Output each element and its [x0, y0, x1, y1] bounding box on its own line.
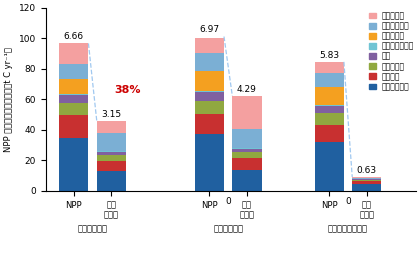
- Bar: [232, 152, 262, 158]
- Bar: [315, 73, 344, 87]
- Bar: [195, 38, 224, 53]
- Bar: [232, 129, 262, 148]
- Bar: [232, 149, 262, 152]
- Bar: [352, 177, 381, 178]
- Text: 6.66: 6.66: [64, 32, 84, 41]
- Bar: [195, 114, 224, 134]
- Text: 5.83: 5.83: [319, 51, 339, 59]
- Bar: [59, 64, 89, 79]
- Bar: [97, 151, 126, 152]
- Text: 0.63: 0.63: [357, 166, 377, 175]
- Text: 4.29: 4.29: [237, 85, 257, 94]
- Text: 0: 0: [345, 197, 351, 206]
- Bar: [195, 71, 224, 91]
- Text: 6.97: 6.97: [200, 25, 220, 34]
- Bar: [315, 124, 344, 142]
- Bar: [97, 171, 126, 191]
- Y-axis label: NPP または炭素投入量（万t C yr⁻¹）: NPP または炭素投入量（万t C yr⁻¹）: [4, 47, 13, 152]
- Text: 現状シナリオ: 現状シナリオ: [78, 225, 108, 233]
- Bar: [352, 184, 381, 191]
- Bar: [232, 96, 262, 129]
- Text: 最小投入シナリオ: 最小投入シナリオ: [328, 225, 368, 233]
- Bar: [315, 106, 344, 113]
- Bar: [195, 134, 224, 191]
- Text: 堆肖シナリオ: 堆肖シナリオ: [213, 225, 243, 233]
- Bar: [59, 94, 89, 95]
- Bar: [59, 95, 89, 103]
- Bar: [195, 53, 224, 71]
- Bar: [352, 178, 381, 179]
- Bar: [195, 92, 224, 101]
- Bar: [59, 138, 89, 191]
- Bar: [315, 142, 344, 191]
- Bar: [352, 180, 381, 181]
- Bar: [315, 87, 344, 106]
- Bar: [97, 161, 126, 171]
- Bar: [97, 155, 126, 161]
- Bar: [352, 181, 381, 184]
- Bar: [315, 113, 344, 124]
- Bar: [232, 158, 262, 170]
- Legend: 牛ふん堆肖, 緑肖エンバク, サイレージ, スイートコーン, マメ, バレイショ, テンサイ, 秋まきコムギ: 牛ふん堆肖, 緑肖エンバク, サイレージ, スイートコーン, マメ, バレイショ…: [368, 10, 416, 93]
- Bar: [59, 79, 89, 94]
- Bar: [352, 179, 381, 180]
- Bar: [97, 152, 126, 155]
- Bar: [315, 62, 344, 73]
- Text: 3.15: 3.15: [101, 110, 121, 119]
- Text: 0: 0: [225, 197, 231, 206]
- Bar: [97, 121, 126, 133]
- Bar: [195, 101, 224, 114]
- Bar: [195, 91, 224, 92]
- Bar: [59, 43, 89, 64]
- Bar: [59, 103, 89, 115]
- Text: 38%: 38%: [115, 85, 141, 95]
- Bar: [97, 133, 126, 151]
- Bar: [232, 148, 262, 149]
- Bar: [232, 170, 262, 191]
- Bar: [59, 115, 89, 138]
